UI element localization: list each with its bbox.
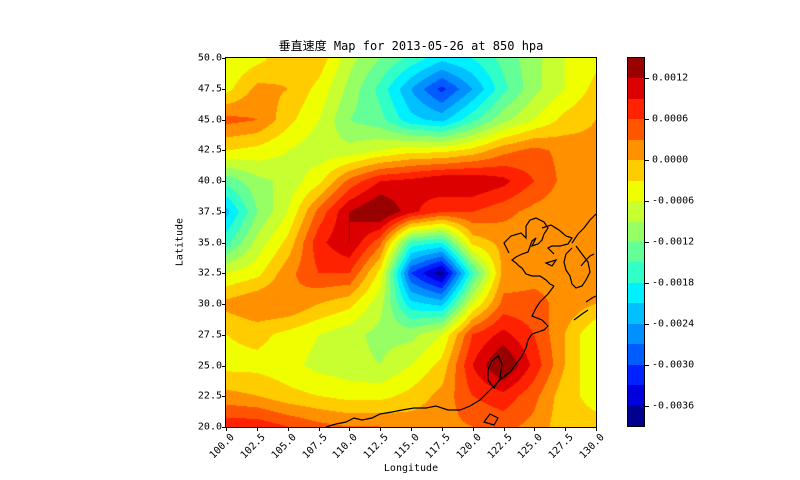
x-tick-mark [472,427,474,431]
y-tick-mark [222,181,226,182]
colorbar-level [628,344,644,365]
y-tick-label: 50.0 [197,52,222,64]
x-tick-label: 117.5 [423,432,453,462]
colorbar-level [628,119,644,140]
colorbar-level [628,282,644,304]
colorbar-level [628,160,644,181]
x-tick-mark [596,427,597,431]
colorbar-level [628,221,644,242]
colorbar-tick-label: -0.0024 [652,318,695,330]
x-tick-mark [226,427,227,431]
contour-map-plot-area [226,58,596,427]
y-tick-mark [222,427,226,428]
x-tick-label: 115.0 [392,432,422,462]
colorbar-level [628,201,644,222]
x-tick-label: 107.5 [300,432,330,462]
y-tick-mark [222,211,226,213]
colorbar-level [628,139,644,161]
y-tick-mark [222,334,226,336]
coastline-icon [325,213,596,427]
colorbar-tick-mark [645,242,649,243]
y-tick-mark [222,396,226,398]
y-tick-label: 47.5 [197,83,222,95]
colorbar-tick-mark [645,159,649,161]
x-tick-mark [503,427,505,431]
colorbar-tick-mark [645,118,649,120]
y-tick-mark [222,365,226,367]
x-tick-mark [318,427,320,431]
x-tick-label: 125.0 [516,432,546,462]
chart-title: 垂直速度 Map for 2013-05-26 at 850 hpa [278,39,544,53]
x-tick-label: 102.5 [238,432,268,462]
x-tick-mark [349,427,351,431]
colorbar-level [628,262,644,283]
colorbar-level [628,241,644,263]
y-tick-mark [222,58,226,59]
x-tick-mark [256,427,258,431]
y-tick-label: 22.5 [197,390,222,402]
colorbar-tick-mark [645,406,649,408]
colorbar-tick-label: -0.0012 [652,236,695,248]
x-tick-label: 112.5 [361,432,391,462]
y-tick-label: 27.5 [197,329,222,341]
x-tick-label: 122.5 [485,432,515,462]
y-tick-label: 35.0 [197,237,222,248]
colorbar-tick-mark [645,283,649,285]
y-axis-label: Latitude [174,217,186,267]
colorbar-tick-label: -0.0036 [652,400,695,412]
colorbar-tick-label: 0.0000 [652,154,689,166]
x-axis-label: Longitude [383,463,439,474]
colorbar-tick-mark [645,365,649,367]
colorbar [627,57,645,427]
colorbar-tick-label: 0.0006 [652,113,689,125]
y-tick-mark [222,304,226,305]
colorbar-tick-label: -0.0018 [652,277,695,289]
y-tick-label: 25.0 [197,360,222,371]
x-tick-mark [411,427,412,431]
colorbar-tick-mark [645,200,649,202]
x-tick-mark [565,427,567,431]
colorbar-tick-label: -0.0030 [652,359,695,371]
colorbar-level [628,58,644,79]
x-tick-label: 127.5 [546,432,576,462]
colorbar-level [628,364,644,385]
colorbar-tick-mark [645,77,649,79]
x-tick-label: 100.0 [207,432,237,462]
colorbar-level [628,405,644,426]
coastline-overlay [325,213,596,427]
x-tick-label: 110.0 [331,432,361,462]
y-tick-mark [222,150,226,152]
colorbar-tick-mark [645,324,649,326]
y-tick-label: 32.5 [197,267,222,279]
colorbar-level [628,303,644,324]
y-tick-mark [222,273,226,275]
colorbar-tick-label: 0.0012 [652,72,689,84]
x-tick-mark [534,427,536,431]
x-tick-label: 130.0 [577,432,607,462]
y-tick-label: 40.0 [197,175,222,187]
colorbar-level [628,98,644,120]
colorbar-tick-label: -0.0006 [652,195,695,207]
colorbar-level [628,78,644,99]
y-tick-label: 45.0 [197,114,222,125]
y-tick-mark [222,88,226,90]
y-tick-label: 20.0 [197,421,222,433]
y-tick-mark [222,119,226,121]
x-tick-mark [380,427,382,431]
colorbar-level [628,323,644,345]
y-tick-label: 30.0 [197,298,222,310]
x-tick-mark [441,427,443,431]
x-tick-label: 120.0 [454,432,484,462]
colorbar-level [628,385,644,406]
x-tick-label: 105.0 [269,432,299,462]
x-tick-mark [287,427,289,431]
y-tick-label: 42.5 [197,144,222,156]
colorbar-level [628,180,644,202]
y-tick-label: 37.5 [197,206,222,218]
y-tick-mark [222,242,226,244]
